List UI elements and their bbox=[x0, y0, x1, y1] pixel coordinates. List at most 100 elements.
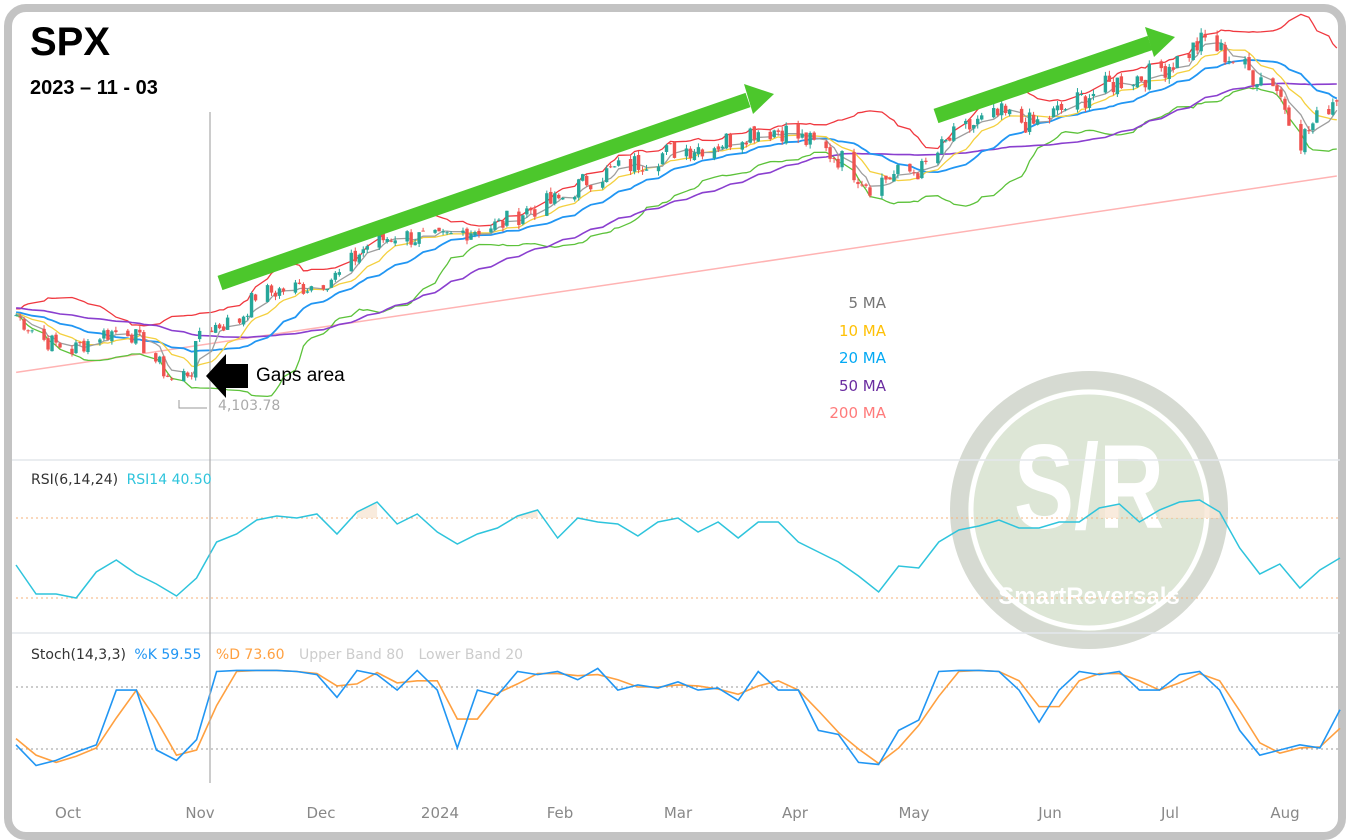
candle-down bbox=[948, 137, 952, 141]
low-marker-bracket bbox=[178, 400, 207, 409]
candle-up bbox=[684, 148, 689, 157]
candle-down bbox=[162, 356, 166, 377]
ma50-line bbox=[16, 82, 1337, 339]
candle-down bbox=[465, 228, 469, 241]
candle-down bbox=[477, 230, 481, 235]
stoch-d-line bbox=[15, 669, 1341, 765]
candle-up bbox=[277, 288, 282, 296]
candle-down bbox=[58, 343, 62, 348]
legend-50ma: 50 MA bbox=[838, 376, 886, 395]
candle-down bbox=[828, 147, 832, 159]
ma-legend: 5 MA 10 MA 20 MA 50 MA 200 MA bbox=[780, 290, 886, 428]
rsi-panel bbox=[15, 499, 1341, 599]
candle-down bbox=[533, 209, 537, 217]
candle-down bbox=[636, 155, 641, 170]
candle-down bbox=[1283, 98, 1287, 110]
x-tick-label: Dec bbox=[306, 804, 336, 822]
candle-up bbox=[896, 165, 900, 175]
x-tick-label: Nov bbox=[185, 804, 215, 822]
candle-up bbox=[604, 168, 609, 183]
candle-down bbox=[884, 175, 888, 180]
candle-up bbox=[976, 118, 980, 125]
candle-down bbox=[1023, 121, 1028, 133]
candle-up bbox=[505, 210, 509, 226]
candle-up bbox=[14, 315, 18, 317]
candle-up bbox=[1063, 109, 1068, 111]
rsi-legend: RSI(6,14,24) RSI14 40.50 bbox=[31, 472, 212, 488]
candle-up bbox=[245, 315, 250, 317]
candle-down bbox=[186, 372, 190, 377]
candle-down bbox=[585, 175, 589, 186]
candle-down bbox=[716, 146, 721, 150]
candle-up bbox=[497, 219, 501, 221]
candle-down bbox=[321, 285, 326, 290]
candle-down bbox=[588, 185, 593, 190]
candle-up bbox=[333, 272, 338, 280]
candle-up bbox=[999, 103, 1004, 116]
stoch-legend: Stoch(14,3,3) %K 59.55 %D 73.60 Upper Ba… bbox=[31, 647, 523, 663]
ma20-line bbox=[16, 59, 1338, 353]
candle-up bbox=[936, 152, 940, 164]
candle-down bbox=[501, 220, 505, 228]
stoch-lower-band: Lower Band 20 bbox=[418, 647, 524, 663]
candle-down bbox=[437, 227, 441, 232]
candle-up bbox=[892, 173, 896, 182]
candle-down bbox=[1251, 70, 1255, 86]
candle-up bbox=[581, 174, 585, 181]
candle-up bbox=[361, 249, 365, 254]
rsi-value: RSI14 40.50 bbox=[126, 472, 212, 488]
candle-up bbox=[1303, 129, 1307, 153]
candle-up bbox=[656, 166, 661, 172]
candle-down bbox=[269, 285, 274, 293]
candle-down bbox=[1271, 78, 1275, 87]
candle-up bbox=[1243, 59, 1247, 65]
candle-down bbox=[217, 324, 222, 329]
candle-up bbox=[748, 128, 752, 143]
candle-down bbox=[42, 328, 46, 340]
candle-up bbox=[808, 132, 812, 145]
candle-down bbox=[1031, 114, 1036, 124]
candle-up bbox=[225, 317, 230, 330]
candle-down bbox=[776, 130, 780, 132]
candle-up bbox=[265, 285, 270, 302]
candle-up bbox=[337, 272, 342, 275]
ma10-line bbox=[16, 48, 1337, 368]
candle-down bbox=[1247, 57, 1251, 71]
chart-title: SPX bbox=[30, 20, 111, 64]
candle-up bbox=[1199, 32, 1203, 52]
candle-up bbox=[1055, 105, 1060, 111]
candle-down bbox=[1159, 61, 1163, 69]
candle-down bbox=[297, 282, 302, 284]
candle-down bbox=[836, 158, 840, 168]
candle-up bbox=[241, 316, 246, 325]
candle-down bbox=[1299, 124, 1303, 151]
candle-down bbox=[237, 318, 242, 323]
candle-up bbox=[365, 246, 369, 250]
candle-up bbox=[644, 169, 649, 171]
candle-down bbox=[1335, 100, 1339, 102]
candle-up bbox=[1259, 77, 1263, 86]
candle-up bbox=[413, 242, 417, 246]
candle-up bbox=[756, 132, 760, 142]
candle-down bbox=[82, 340, 86, 352]
candle-down bbox=[1083, 96, 1088, 108]
candle-down bbox=[253, 294, 258, 301]
candle-down bbox=[54, 334, 58, 343]
candle-up bbox=[50, 335, 54, 352]
candle-up bbox=[1075, 92, 1080, 110]
candle-down bbox=[668, 143, 673, 145]
candle-up bbox=[309, 286, 314, 291]
candle-down bbox=[529, 208, 533, 211]
candle-up bbox=[110, 331, 114, 342]
candle-up bbox=[616, 160, 621, 166]
candle-up bbox=[573, 196, 577, 200]
candle-down bbox=[744, 142, 748, 145]
x-tick-label: May bbox=[898, 804, 930, 822]
candle-up bbox=[74, 342, 78, 354]
candle-down bbox=[1107, 75, 1112, 82]
candle-up bbox=[433, 229, 437, 233]
candle-down bbox=[1171, 67, 1175, 70]
candle-up bbox=[1051, 108, 1056, 118]
candle-down bbox=[1275, 85, 1279, 91]
